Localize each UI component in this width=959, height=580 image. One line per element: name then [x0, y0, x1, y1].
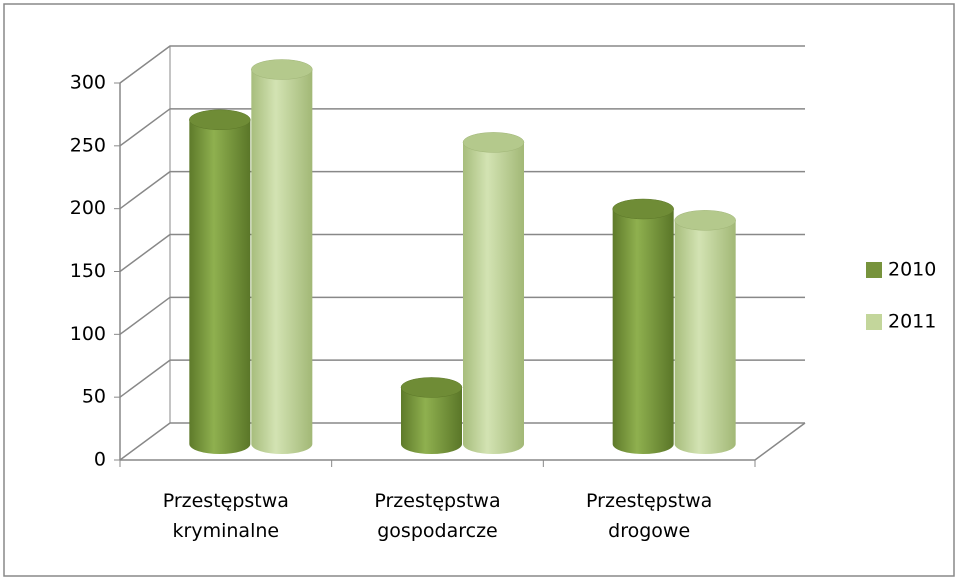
- bar: [251, 69, 313, 454]
- bar: [463, 142, 524, 454]
- y-tick-label: 0: [94, 449, 106, 471]
- grid-line: [119, 170, 805, 210]
- bar-top: [189, 109, 251, 131]
- y-tick-label: 50: [82, 386, 106, 408]
- y-tick-label: 150: [70, 260, 106, 282]
- bar: [189, 119, 251, 454]
- bar-top: [251, 59, 313, 80]
- grid-line: [119, 359, 805, 398]
- grid-line: [119, 233, 805, 273]
- bar: [612, 209, 674, 454]
- bar-top: [612, 198, 674, 220]
- legend-swatch: [866, 314, 882, 330]
- y-tick-label: 250: [70, 134, 106, 156]
- grid-line: [119, 296, 805, 335]
- bar-top: [674, 210, 736, 231]
- x-tick-label: Przestępstwa drogowe: [586, 490, 713, 542]
- y-tick-label: 200: [70, 197, 106, 219]
- legend-label: 2010: [888, 259, 936, 281]
- x-tick-label: Przestępstwa gospodarcze: [374, 490, 501, 542]
- bar: [401, 387, 462, 454]
- x-tick-label: Przestępstwa kryminalne: [162, 490, 289, 542]
- legend-swatch: [866, 262, 882, 278]
- legend-label: 2011: [888, 311, 936, 333]
- grid-line: [119, 108, 805, 147]
- bar-top: [400, 377, 463, 398]
- grid-line: [119, 45, 805, 84]
- grid-line: [119, 422, 805, 461]
- y-tick-label: 100: [70, 323, 106, 345]
- bar: [674, 220, 736, 454]
- y-tick-label: 300: [70, 72, 106, 94]
- bar-top: [462, 132, 525, 153]
